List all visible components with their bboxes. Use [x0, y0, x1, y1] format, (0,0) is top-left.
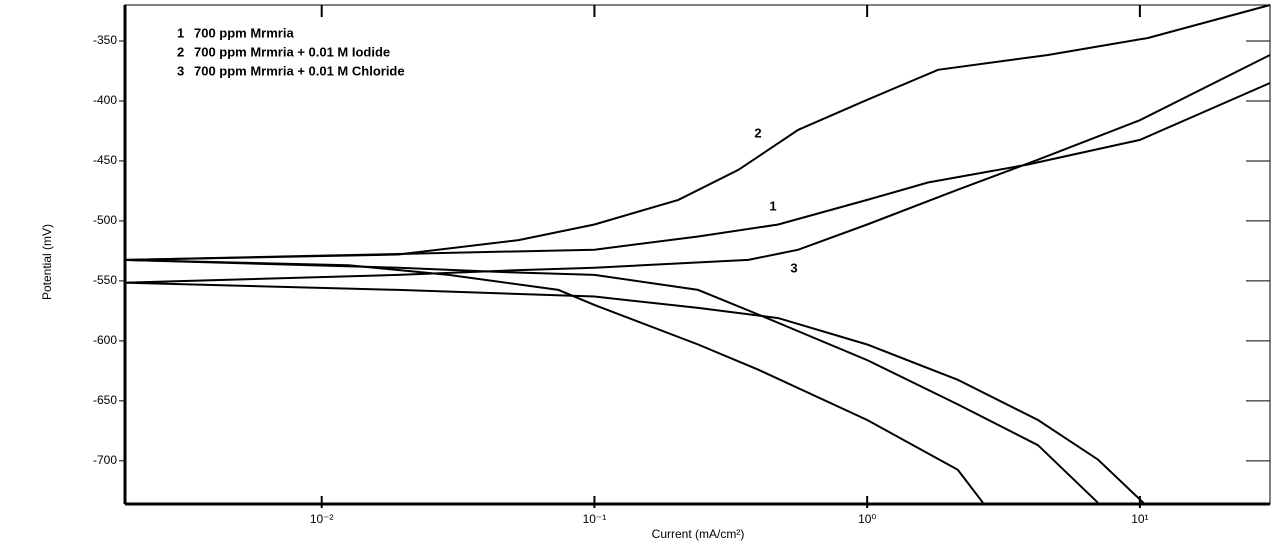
legend-label: 700 ppm Mrmria + 0.01 M Chloride [194, 63, 405, 78]
x-tick-label: 10⁻² [310, 512, 334, 526]
y-tick-label: -700 [93, 453, 117, 467]
curve-label: 1 [769, 198, 776, 213]
y-tick-label: -500 [93, 213, 117, 227]
legend-number: 2 [177, 44, 184, 59]
curve-label: 2 [754, 125, 761, 140]
curve [124, 54, 1271, 284]
x-tick-label: 10⁰ [858, 512, 876, 526]
x-tick-label: 10⁻¹ [583, 512, 607, 526]
plot-frame [124, 4, 1271, 505]
legend-label: 700 ppm Mrmria + 0.01 M Iodide [194, 44, 390, 59]
curve-label: 3 [790, 260, 797, 275]
y-axis-label: Potential (mV) [40, 224, 54, 300]
y-tick-label: -600 [93, 333, 117, 347]
y-tick-label: -400 [93, 93, 117, 107]
legend-number: 1 [177, 25, 184, 40]
y-tick-label: -550 [93, 273, 117, 287]
legend-label: 700 ppm Mrmria [194, 25, 294, 40]
y-tick-label: -650 [93, 393, 117, 407]
curve [124, 258, 984, 504]
y-tick-label: -350 [93, 33, 117, 47]
x-axis-label: Current (mA/cm²) [652, 527, 745, 541]
y-tick-label: -450 [93, 153, 117, 167]
x-tick-label: 10¹ [1131, 512, 1148, 526]
curve [124, 258, 1099, 504]
curve [124, 82, 1271, 261]
legend-number: 3 [177, 63, 184, 78]
curve [124, 281, 1145, 504]
curve [124, 4, 1271, 261]
